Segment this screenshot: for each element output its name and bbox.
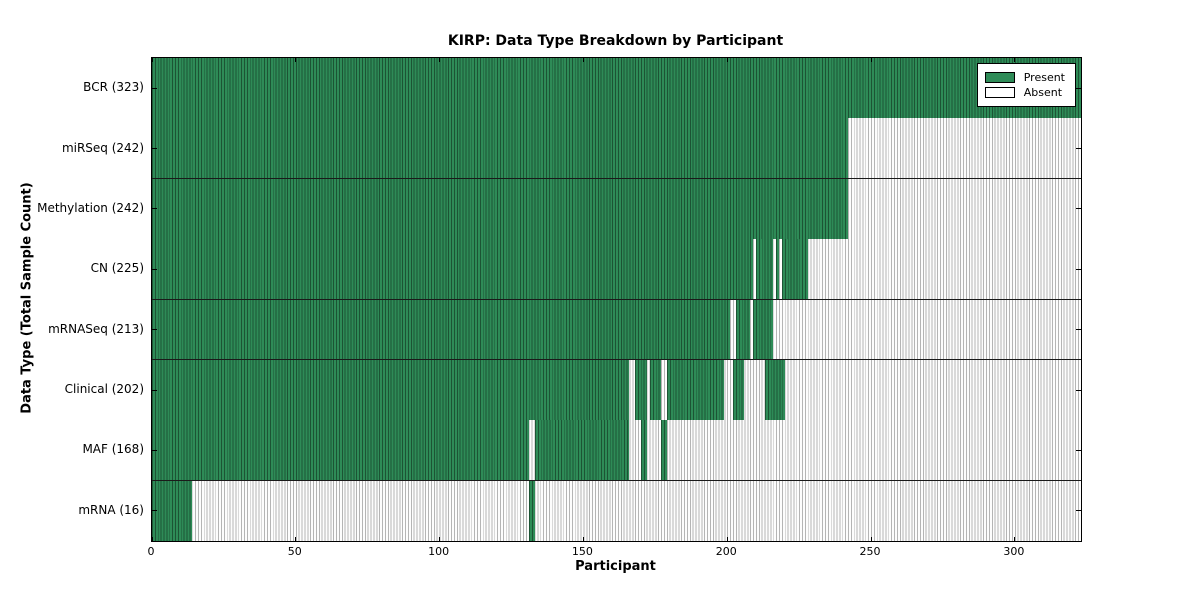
present-segment (661, 420, 667, 481)
x-tick-mark (1014, 537, 1016, 541)
x-tick-mark (582, 58, 584, 62)
x-tick-mark (439, 537, 441, 541)
y-tick-label: CN (225) (90, 261, 144, 276)
row-mrna (152, 480, 1081, 541)
x-tick-label: 150 (571, 545, 593, 558)
y-tick-mark (152, 208, 157, 210)
x-tick-mark (295, 58, 297, 62)
legend-swatch-absent (984, 87, 1015, 98)
present-segment (528, 480, 535, 541)
x-tick-mark (582, 537, 584, 541)
y-tick-mark (1076, 268, 1081, 270)
x-tick-mark (726, 537, 728, 541)
row-maf (152, 420, 1081, 481)
y-tick-label: Clinical (202) (64, 382, 144, 397)
present-segment (152, 118, 849, 179)
y-tick-mark (1076, 329, 1081, 331)
present-segment (152, 239, 754, 300)
legend-label-present: Present (1023, 71, 1065, 84)
y-tick-mark (1076, 208, 1081, 210)
present-segment (753, 299, 774, 360)
legend-swatch-present (984, 72, 1015, 83)
present-segment (649, 359, 662, 421)
y-axis-label: Data Type (Total Sample Count) (19, 182, 35, 414)
row-clinical (152, 359, 1081, 421)
y-tick-mark (1076, 449, 1081, 451)
row-methylation (152, 178, 1081, 240)
present-segment (666, 359, 725, 421)
x-tick-mark (726, 58, 728, 62)
y-tick-mark (152, 449, 157, 451)
y-tick-mark (152, 389, 157, 391)
legend-entry-present: Present (984, 71, 1065, 84)
x-tick-mark (1014, 58, 1016, 62)
present-segment (735, 299, 751, 360)
y-tick-mark (152, 268, 157, 270)
present-segment (755, 239, 774, 300)
x-tick-label: 200 (715, 545, 737, 558)
present-segment (732, 359, 745, 421)
legend: Present Absent (976, 63, 1076, 107)
x-tick-label: 250 (859, 545, 881, 558)
x-tick-mark (870, 537, 872, 541)
y-tick-mark (152, 329, 157, 331)
x-tick-mark (439, 58, 441, 62)
present-segment (152, 178, 849, 240)
y-tick-mark (1076, 148, 1081, 150)
y-tick-label: miRSeq (242) (61, 140, 144, 155)
y-tick-mark (152, 87, 157, 89)
legend-entry-absent: Absent (984, 86, 1065, 99)
x-tick-label: 50 (287, 545, 302, 558)
present-segment (776, 239, 779, 300)
x-axis-label: Participant (575, 559, 656, 574)
plot-area: Present Absent (151, 57, 1082, 542)
y-tick-label: mRNASeq (213) (48, 321, 144, 336)
y-tick-label: mRNA (16) (78, 502, 144, 517)
y-tick-mark (1076, 389, 1081, 391)
present-segment (152, 359, 630, 421)
y-tick-mark (1076, 510, 1081, 512)
row-mrnaseq (152, 299, 1081, 360)
x-tick-label: 100 (428, 545, 450, 558)
x-tick-mark (152, 537, 153, 541)
x-tick-mark (870, 58, 872, 62)
present-segment (635, 359, 647, 421)
x-tick-label: 0 (147, 545, 155, 558)
y-tick-mark (152, 510, 157, 512)
y-tick-label: BCR (323) (83, 80, 144, 95)
present-segment (640, 420, 647, 481)
x-tick-label: 300 (1003, 545, 1025, 558)
x-tick-mark (295, 537, 297, 541)
x-tick-mark (152, 58, 153, 62)
present-segment (764, 359, 785, 421)
y-tick-mark (152, 148, 157, 150)
present-segment (152, 58, 1081, 119)
row-bcr (152, 58, 1081, 119)
y-tick-label: Methylation (242) (37, 200, 144, 215)
y-tick-label: MAF (168) (82, 442, 144, 457)
row-cn (152, 239, 1081, 300)
chart-title: KIRP: Data Type Breakdown by Participant (447, 33, 784, 49)
present-segment (152, 299, 731, 360)
y-tick-mark (1076, 87, 1081, 89)
legend-label-absent: Absent (1023, 86, 1063, 99)
present-segment (534, 420, 630, 481)
present-segment (781, 239, 808, 300)
present-segment (152, 480, 193, 541)
present-segment (152, 420, 529, 481)
row-mirseq (152, 118, 1081, 179)
